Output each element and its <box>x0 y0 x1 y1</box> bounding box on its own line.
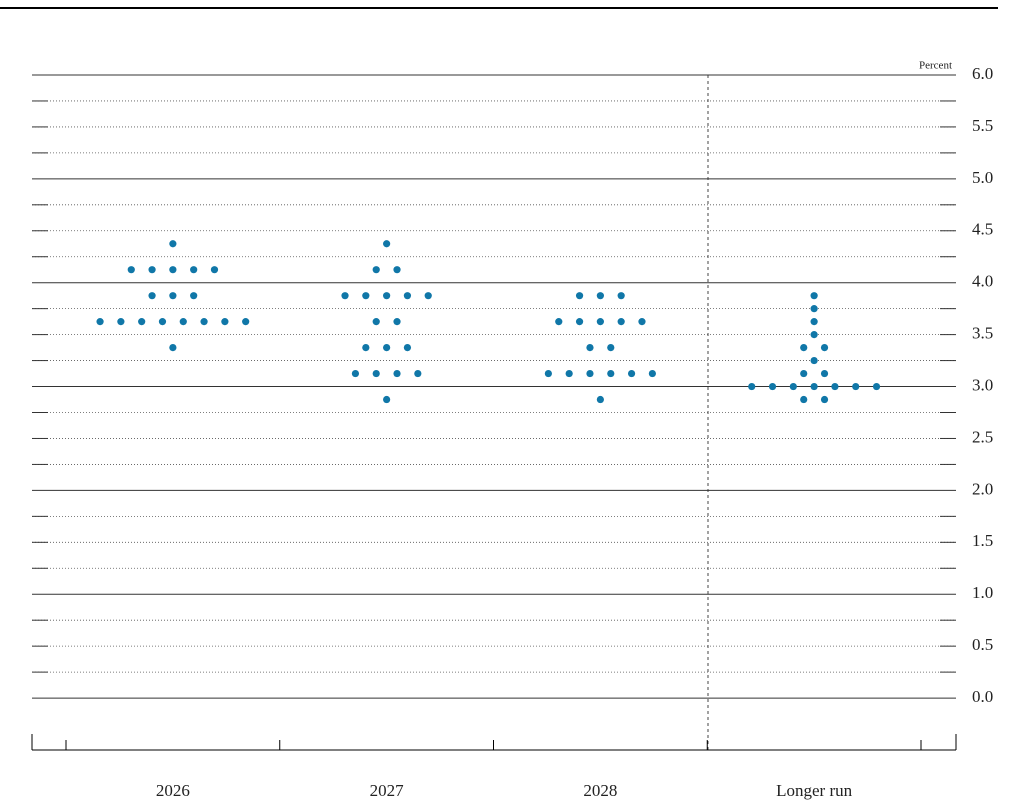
dot <box>362 343 370 352</box>
dot <box>831 382 839 391</box>
dot <box>383 292 391 300</box>
y-tick-label: 4.5 <box>972 220 993 239</box>
dot <box>810 382 818 391</box>
dot <box>221 318 229 326</box>
unit-label: Percent <box>919 60 952 72</box>
dot <box>810 331 818 339</box>
dot <box>575 292 584 300</box>
dot <box>117 318 125 326</box>
dot <box>127 266 135 274</box>
y-tick-label: 1.5 <box>972 531 993 550</box>
dot <box>810 292 818 300</box>
y-tick-label: 6.0 <box>972 64 993 83</box>
dot <box>648 369 656 378</box>
dot <box>596 292 604 300</box>
dot <box>414 369 422 378</box>
dot <box>617 292 625 300</box>
dot <box>424 292 432 300</box>
dot <box>627 369 636 378</box>
y-tick-label: 3.5 <box>972 324 993 343</box>
dot <box>607 343 615 352</box>
y-tick-label: 0.0 <box>972 687 993 706</box>
dot <box>383 395 391 404</box>
dot <box>768 382 777 391</box>
dot <box>169 266 177 274</box>
dot <box>617 318 625 326</box>
dot <box>403 292 412 300</box>
dot <box>810 318 818 326</box>
dot <box>565 369 573 378</box>
y-tick-label: 2.0 <box>972 479 993 498</box>
dot <box>341 292 349 300</box>
dot <box>190 266 198 274</box>
dot <box>800 369 808 378</box>
y-tick-label: 5.5 <box>972 116 993 135</box>
dot <box>210 266 219 274</box>
dot <box>596 318 604 326</box>
dot <box>372 369 380 378</box>
dot <box>852 382 860 391</box>
dot <box>555 318 563 326</box>
dot <box>383 240 391 248</box>
dot <box>586 343 594 352</box>
dot <box>200 318 208 326</box>
dot <box>138 318 146 326</box>
dot <box>169 292 177 300</box>
dot <box>544 369 552 378</box>
dot <box>789 382 797 391</box>
x-tick-label: Longer run <box>776 781 853 800</box>
y-tick-label: 2.5 <box>972 427 993 446</box>
y-tick-label: 0.5 <box>972 635 993 654</box>
dot <box>800 343 808 352</box>
dot <box>596 395 604 404</box>
dot <box>372 318 380 326</box>
y-tick-label: 1.0 <box>972 583 993 602</box>
dot <box>575 318 584 326</box>
dot <box>810 356 818 365</box>
y-tick-label: 4.0 <box>972 272 993 291</box>
dot <box>148 292 156 300</box>
dot <box>820 369 829 378</box>
dot <box>820 395 829 404</box>
x-tick-label: 2026 <box>156 781 190 800</box>
x-tick-label: 2028 <box>583 781 617 800</box>
dot <box>372 266 380 274</box>
dot <box>179 318 187 326</box>
dot <box>169 343 177 352</box>
dot <box>800 395 808 404</box>
dot <box>393 266 401 274</box>
y-tick-label: 5.0 <box>972 168 993 187</box>
dot <box>242 318 250 326</box>
dot <box>169 240 177 248</box>
y-tick-label: 3.0 <box>972 375 993 394</box>
dot <box>362 292 370 300</box>
dot <box>190 292 198 300</box>
dot <box>383 343 391 352</box>
dot <box>393 369 401 378</box>
dot <box>638 318 646 326</box>
dot <box>403 343 412 352</box>
dot <box>872 382 881 391</box>
dot <box>586 369 594 378</box>
dot <box>748 382 756 391</box>
dot <box>607 369 615 378</box>
dot <box>158 318 167 326</box>
dot <box>148 266 156 274</box>
dot <box>393 318 401 326</box>
dot <box>810 305 818 313</box>
dot <box>96 318 104 326</box>
x-tick-label: 2027 <box>370 781 405 800</box>
dot <box>820 343 829 352</box>
dot <box>351 369 360 378</box>
